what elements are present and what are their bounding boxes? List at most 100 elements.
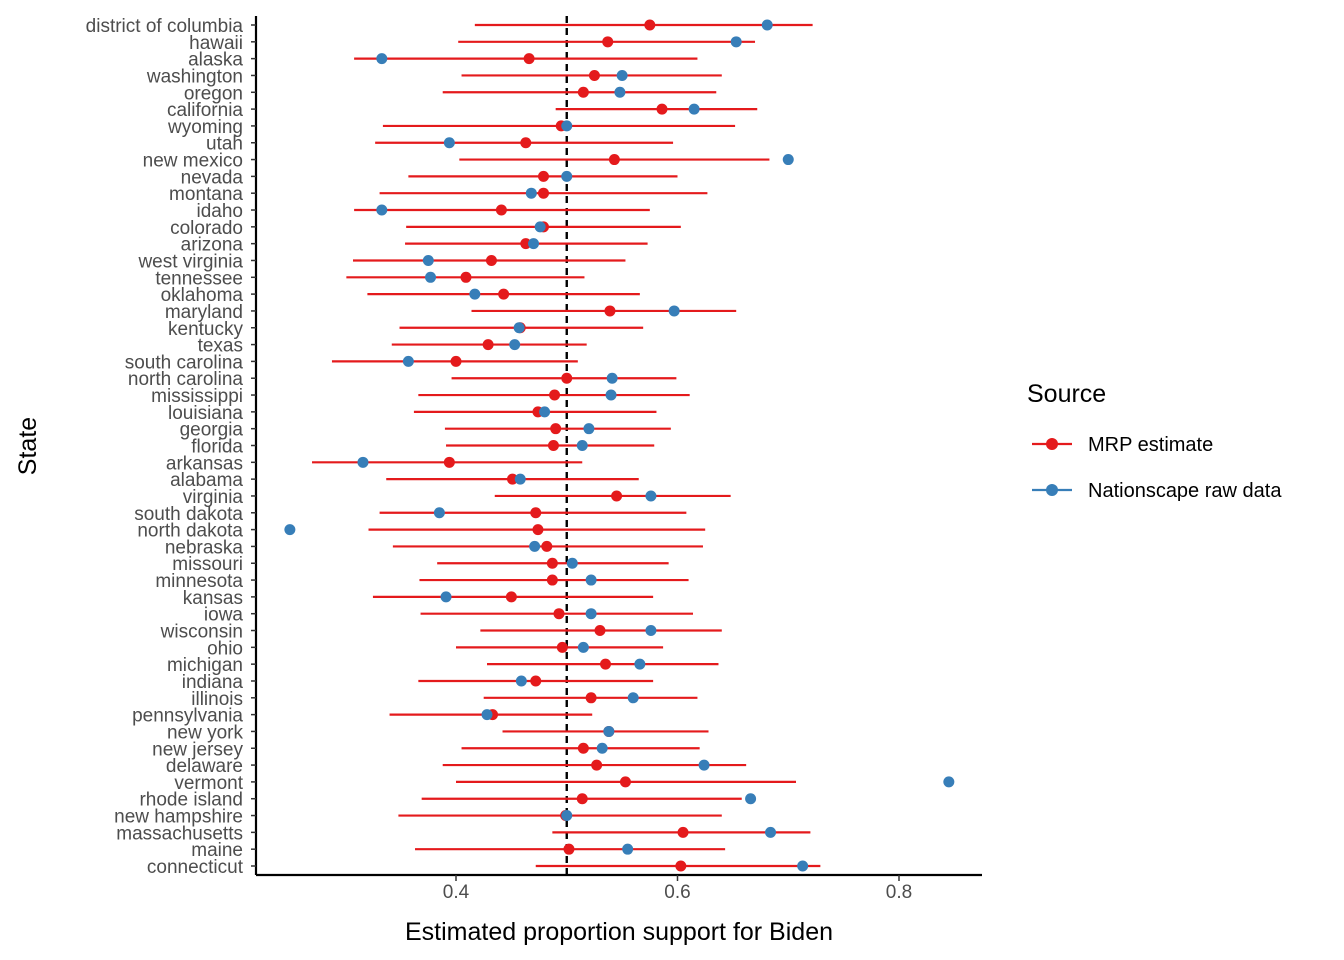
row-new-hampshire xyxy=(398,810,722,822)
x-axis-title: Estimated proportion support for Biden xyxy=(405,918,833,946)
y-tick-label-new-hampshire: new hampshire xyxy=(114,807,243,828)
y-axis-title: State xyxy=(14,417,42,475)
y-tick-label-mississippi: mississippi xyxy=(151,386,243,407)
y-tick-label-south-carolina: south carolina xyxy=(125,352,244,373)
legend-label-mrp: MRP estimate xyxy=(1088,434,1213,456)
raw-point-iowa xyxy=(585,608,597,620)
raw-point-north-carolina xyxy=(606,372,618,384)
y-tick-label-tennessee: tennessee xyxy=(155,268,243,289)
row-michigan xyxy=(487,658,719,670)
row-utah xyxy=(375,137,674,149)
row-kansas xyxy=(372,591,654,603)
row-louisiana xyxy=(413,406,657,418)
y-tick-label-washington: washington xyxy=(146,66,243,87)
mrp-point-montana xyxy=(537,187,549,199)
raw-point-wyoming xyxy=(561,120,573,132)
y-tick-label-north-dakota: north dakota xyxy=(137,521,243,542)
y-tick-label-georgia: georgia xyxy=(180,420,244,441)
y-tick-label-kansas: kansas xyxy=(183,588,243,609)
raw-point-alabama xyxy=(514,473,526,485)
row-arizona xyxy=(405,238,648,250)
raw-point-washington xyxy=(616,69,628,81)
row-delaware xyxy=(442,759,747,771)
y-tick-label-maryland: maryland xyxy=(165,302,243,323)
y-tick-label-hawaii: hawaii xyxy=(189,33,243,54)
raw-point-texas xyxy=(509,339,521,351)
y-tick-label-south-dakota: south dakota xyxy=(134,504,243,525)
y-tick-label-nebraska: nebraska xyxy=(165,537,244,558)
raw-point-idaho xyxy=(376,204,388,216)
y-tick-label-idaho: idaho xyxy=(197,201,244,222)
mrp-point-alaska xyxy=(523,53,535,65)
row-minnesota xyxy=(419,574,689,586)
y-tick-label-vermont: vermont xyxy=(174,773,243,794)
mrp-point-kansas xyxy=(505,591,517,603)
raw-point-mississippi xyxy=(605,389,617,401)
row-alabama xyxy=(386,473,639,485)
row-idaho xyxy=(354,204,650,216)
row-connecticut xyxy=(535,860,821,872)
row-nevada xyxy=(408,170,678,182)
mrp-point-mississippi xyxy=(549,389,561,401)
raw-point-california xyxy=(688,103,700,115)
row-oregon xyxy=(442,86,717,98)
legend-item-mrp: MRP estimate xyxy=(1032,434,1213,456)
raw-point-rhode-island xyxy=(745,793,757,805)
row-arkansas xyxy=(312,456,583,468)
y-tick-label-texas: texas xyxy=(198,336,243,357)
y-tick-label-alaska: alaska xyxy=(188,50,243,71)
raw-point-tennessee xyxy=(425,271,437,283)
raw-point-pennsylvania xyxy=(481,709,493,721)
raw-point-nevada xyxy=(561,170,573,182)
x-tick-layer: 0.4 0.6 0.8 xyxy=(443,875,912,903)
row-colorado xyxy=(406,221,681,233)
mrp-point-idaho xyxy=(495,204,507,216)
mrp-point-minnesota xyxy=(546,574,558,586)
row-south-carolina xyxy=(331,355,578,367)
row-vermont xyxy=(456,776,955,788)
mrp-point-vermont xyxy=(619,776,631,788)
raw-point-montana xyxy=(525,187,537,199)
row-north-dakota xyxy=(284,524,706,536)
row-west-virginia xyxy=(353,254,626,266)
y-tick-layer: district of columbiahawaiialaskawashingt… xyxy=(86,16,256,878)
raw-point-district-of-columbia xyxy=(761,19,773,31)
mrp-point-north-carolina xyxy=(561,372,573,384)
legend-title: Source xyxy=(1027,380,1106,408)
y-tick-label-alabama: alabama xyxy=(170,470,243,491)
raw-point-louisiana xyxy=(539,406,551,418)
mrp-point-virginia xyxy=(611,490,623,502)
mrp-point-hawaii xyxy=(602,36,614,48)
legend-key-dot xyxy=(1046,484,1058,496)
y-tick-label-massachusetts: massachusetts xyxy=(116,823,243,844)
raw-point-new-york xyxy=(603,725,615,737)
y-tick-label-california: california xyxy=(167,100,243,121)
mrp-point-nevada xyxy=(537,170,549,182)
raw-point-massachusetts xyxy=(765,826,777,838)
row-new-york xyxy=(502,725,709,737)
raw-point-georgia xyxy=(583,423,595,435)
mrp-point-tennessee xyxy=(460,271,472,283)
y-tick-label-new-mexico: new mexico xyxy=(143,151,243,172)
x-tick-label: 0.4 xyxy=(443,882,470,903)
raw-point-west-virginia xyxy=(422,254,434,266)
mrp-point-washington xyxy=(588,69,600,81)
legend: Source MRP estimate Nationscape raw data xyxy=(1027,380,1282,502)
mrp-point-massachusetts xyxy=(677,826,689,838)
raw-point-kentucky xyxy=(513,322,525,334)
y-tick-label-indiana: indiana xyxy=(182,672,244,693)
y-tick-label-colorado: colorado xyxy=(170,218,243,239)
raw-point-new-mexico xyxy=(782,154,794,166)
legend-label-raw: Nationscape raw data xyxy=(1088,480,1282,502)
mrp-point-west-virginia xyxy=(485,254,497,266)
raw-point-arkansas xyxy=(357,456,369,468)
raw-point-wisconsin xyxy=(645,625,657,637)
y-tick-label-district-of-columbia: district of columbia xyxy=(86,16,244,37)
y-tick-label-new-york: new york xyxy=(167,722,244,743)
mrp-point-ohio xyxy=(556,641,568,653)
y-tick-label-louisiana: louisiana xyxy=(168,403,243,424)
raw-point-new-jersey xyxy=(596,742,608,754)
x-tick-label: 0.8 xyxy=(886,882,912,903)
row-ohio xyxy=(456,641,664,653)
